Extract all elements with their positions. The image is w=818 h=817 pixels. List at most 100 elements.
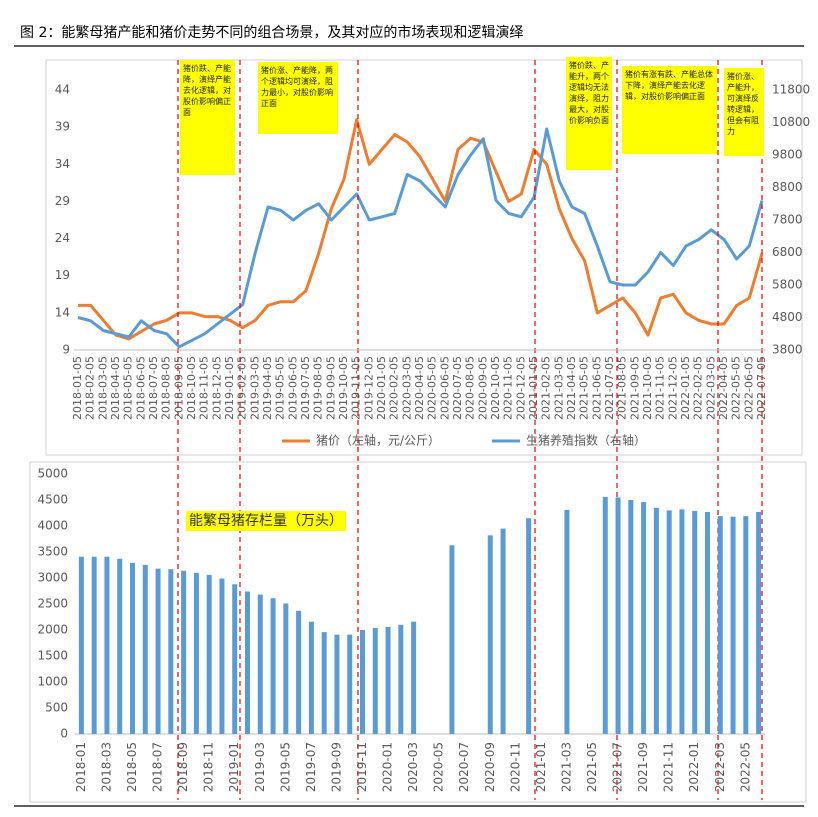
y2-tick-label: 5800	[772, 278, 803, 292]
x-tick-label: 2020-06-05	[438, 356, 451, 420]
divider-lines	[177, 60, 763, 800]
bar	[78, 556, 84, 734]
bar	[372, 627, 378, 734]
bar	[666, 510, 672, 734]
y-tick-label: 14	[55, 305, 70, 319]
x-tick-label: 2018-03	[99, 742, 113, 792]
x-tick-label: 2018-12-05	[210, 356, 223, 420]
y-tick-label: 29	[55, 194, 70, 208]
x-tick-label: 2021-04-05	[565, 356, 578, 420]
x-tick-label: 2022-03	[713, 742, 727, 792]
x-tick-label: 2020-07-05	[451, 356, 464, 420]
x-tick-label: 2019-04-05	[261, 356, 274, 420]
annotation: 猪价有涨有跌、产能总体下降，演绎产能去化逻辑，对股价影响偏正面	[622, 66, 717, 154]
panel-border	[45, 59, 803, 456]
x-tick-label: 2018-09	[176, 742, 190, 792]
annotation: 猪价跌、产能升，两个逻辑均无法演绎，阻力最大，对股价影响负面	[566, 57, 612, 170]
legend-label: 生猪养殖指数（右轴）	[526, 433, 646, 448]
bar	[142, 565, 148, 734]
x-tick-label: 2021-05-05	[578, 356, 591, 420]
x-tick-label: 2020-05-05	[426, 356, 439, 420]
x-tick-label: 2021-10-05	[641, 356, 654, 420]
x-tick-label: 2021-03	[559, 742, 573, 792]
x-tick-label: 2020-09	[483, 742, 497, 792]
x-tick-label: 2020-10-05	[489, 356, 502, 420]
x-tick-label: 2022-05	[738, 742, 752, 792]
chart-title: 能繁母猪存栏量（万头）	[186, 511, 346, 531]
bar	[615, 497, 621, 734]
bar	[91, 556, 97, 734]
bar	[104, 556, 110, 734]
x-tick-label: 2019-12-05	[362, 356, 375, 420]
x-tick-label: 2020-08-05	[464, 356, 477, 420]
x-tick-label: 2022-07-05	[755, 356, 768, 420]
x-tick-label: 2018-10-05	[185, 356, 198, 420]
x-tick-label: 2020-05	[432, 742, 446, 792]
bar	[500, 528, 506, 734]
bar	[206, 574, 212, 734]
bar	[487, 535, 493, 734]
x-tick-label: 2021-07	[611, 742, 625, 792]
y2-tick-label: 11800	[772, 83, 810, 97]
bar	[602, 496, 608, 734]
y-tick-label: 500	[45, 701, 68, 715]
x-tick-label: 2018-01-05	[71, 356, 84, 420]
bar	[743, 516, 749, 734]
annotation: 猪价跌、产能降，演绎产能去化逻辑，对股价影响偏正面	[180, 60, 235, 175]
y-tick-label: 34	[55, 157, 70, 171]
x-tick-label: 2021-12-05	[666, 356, 679, 420]
bar	[564, 509, 570, 734]
x-tick-label: 2020-04-05	[413, 356, 426, 420]
y-tick-label: 0	[60, 727, 68, 741]
x-tick-label: 2019-01-05	[223, 356, 236, 420]
x-tick-label: 2019-02-05	[236, 356, 249, 420]
bar	[296, 610, 302, 734]
x-tick-label: 2021-07-05	[603, 356, 616, 420]
x-tick-label: 2018-05	[125, 742, 139, 792]
bar	[219, 578, 225, 734]
bar	[283, 603, 289, 734]
x-tick-label: 2021-11	[662, 742, 676, 792]
x-tick-label: 2019-05-05	[274, 356, 287, 420]
x-tick-label: 2018-06-05	[134, 356, 147, 420]
x-tick-label: 2019-07	[304, 742, 318, 792]
x-tick-label: 2020-11-05	[502, 356, 515, 420]
legend-label: 猪价（左轴，元/公斤）	[316, 433, 440, 448]
y2-tick-label: 7800	[772, 213, 803, 227]
x-tick-label: 2021-02-05	[540, 356, 553, 420]
x-tick-label: 2020-11	[508, 742, 522, 792]
x-tick-label: 2018-03-05	[96, 356, 109, 420]
bar	[155, 568, 161, 734]
y2-tick-label: 4800	[772, 310, 803, 324]
series-line	[77, 127, 764, 349]
bar	[130, 562, 135, 734]
x-tick-label: 2019-06-05	[286, 356, 299, 420]
x-tick-label: 2018-02-05	[84, 356, 97, 420]
y-tick-label: 2500	[37, 597, 68, 611]
figure-title: 图 2：能繁母猪产能和猪价走势不同的组合场景，及其对应的市场表现和逻辑演绎	[20, 25, 524, 41]
annotation: 猪价涨、产能升，可演绎反转逻辑，但会有阻力	[724, 68, 764, 156]
bar	[347, 634, 353, 734]
x-tick-label: 2020-03-05	[400, 356, 413, 420]
y-tick-label: 24	[55, 231, 70, 245]
x-tick-label: 2020-03	[406, 742, 420, 792]
annotation: 猪价涨、产能降，两个逻辑均可演绎，阻力最小，对股价影响正面	[258, 62, 338, 134]
panel-border	[29, 461, 807, 803]
x-tick-label: 2020-12-05	[514, 356, 527, 420]
y2-tick-label: 10800	[772, 115, 810, 129]
x-tick-label: 2020-09-05	[476, 356, 489, 420]
bar	[232, 584, 238, 734]
x-tick-label: 2018-11-05	[198, 356, 211, 420]
y-tick-label: 4500	[37, 493, 68, 507]
bar	[193, 572, 199, 734]
y-tick-label: 9	[62, 343, 70, 357]
y-tick-label: 1000	[37, 675, 68, 689]
x-tick-label: 2022-01-05	[679, 356, 692, 420]
x-tick-label: 2018-01	[74, 742, 88, 792]
bar	[641, 502, 647, 734]
x-tick-label: 2020-01-05	[375, 356, 388, 420]
x-tick-label: 2018-11	[202, 742, 216, 792]
x-tick-label: 2018-09-05	[172, 356, 185, 420]
y-tick-label: 2000	[37, 623, 68, 637]
x-tick-label: 2020-07	[457, 742, 471, 792]
